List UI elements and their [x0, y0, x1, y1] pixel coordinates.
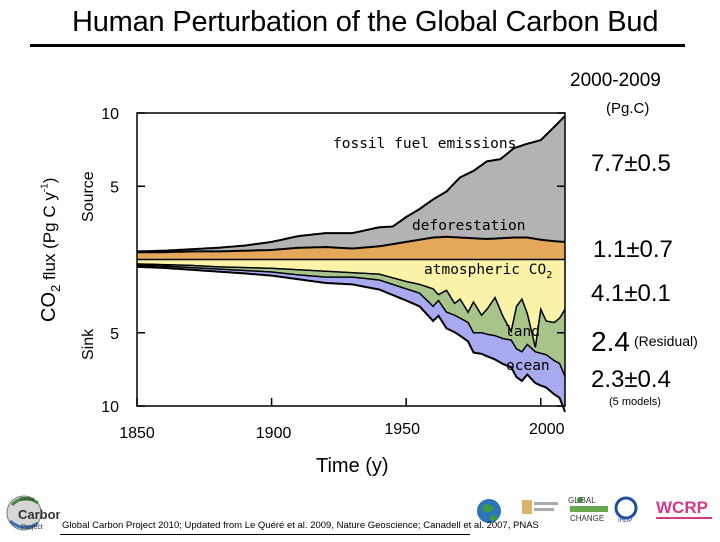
- unit-label: (Pg.C): [606, 100, 650, 117]
- x-tick-label: 1900: [256, 425, 292, 442]
- land-line: [136, 264, 566, 377]
- svg-text:Project: Project: [21, 524, 43, 531]
- earth-logo: [474, 496, 504, 526]
- stat-ocean: 2.3±0.4: [591, 366, 671, 393]
- x-tick-label: 2000: [529, 421, 565, 438]
- stat-atmospheric: 4.1±0.1: [591, 280, 671, 307]
- svg-text:CHANGE: CHANGE: [570, 514, 604, 523]
- ocean-line: [136, 265, 566, 413]
- x-tick-label: 1850: [119, 425, 155, 442]
- land-area: [137, 263, 565, 377]
- atmospheric-area: [137, 259, 565, 348]
- global-change-logo: GL BAL CHANGE: [566, 494, 612, 524]
- footer-underline: [60, 534, 470, 535]
- wcrp-logo: WCRP: [656, 496, 716, 524]
- svg-text:WCRP: WCRP: [656, 498, 708, 517]
- annotation-ocean: ocean: [506, 358, 550, 374]
- x-axis-label: Time (y): [316, 455, 389, 477]
- y-tick-label: 5: [110, 326, 119, 343]
- atmospheric-line: [136, 263, 566, 348]
- global-carbon-project-logo: Global Carbon Project: [4, 489, 64, 537]
- y-tick-label: 10: [101, 106, 119, 123]
- ihdp-logo: IHDP: [612, 494, 654, 524]
- svg-text:IHDP: IHDP: [618, 518, 632, 524]
- stat-land: 2.4: [591, 326, 630, 357]
- stat-ocean-note: (5 models): [609, 396, 661, 408]
- fossil-line: [136, 115, 566, 253]
- ocean-area: [137, 265, 565, 412]
- svg-text:Global: Global: [20, 497, 34, 503]
- esip-logo: [520, 496, 560, 520]
- annotation-fossil: fossil fuel emissions: [333, 136, 516, 152]
- title-underline: [30, 44, 685, 47]
- x-tick-label: 1950: [384, 421, 420, 438]
- plot-frame: [136, 112, 566, 407]
- y-tick-label: 5: [110, 179, 119, 196]
- y-tick-label: 10: [101, 399, 119, 416]
- footer-citation: Global Carbon Project 2010; Updated from…: [62, 520, 539, 531]
- deforestation-area: [137, 236, 565, 260]
- svg-text:Carbon: Carbon: [18, 507, 60, 522]
- stat-deforestation: 1.1±0.7: [593, 236, 673, 263]
- slide-title: Human Perturbation of the Global Carbon …: [72, 6, 659, 38]
- period-label: 2000-2009: [570, 70, 661, 91]
- annotation-atmospheric: atmospheric CO2: [424, 262, 552, 281]
- annotation-deforestation: deforestation: [412, 218, 526, 234]
- fossil-area: [137, 115, 565, 253]
- stat-land-note: (Residual): [634, 333, 698, 349]
- annotation-land: land: [505, 324, 540, 340]
- stat-fossil: 7.7±0.5: [591, 150, 671, 177]
- deforestation-line: [136, 235, 566, 254]
